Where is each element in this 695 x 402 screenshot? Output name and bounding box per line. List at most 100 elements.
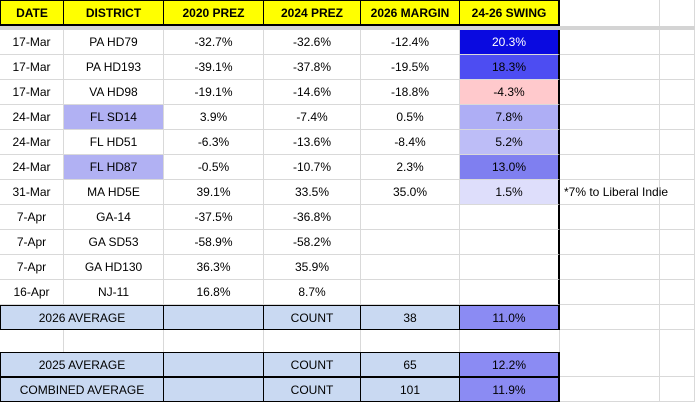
cell-empty[interactable] [560, 155, 660, 180]
cell-2024-prez[interactable]: -37.8% [264, 55, 361, 80]
cell-district[interactable]: FL SD14 [64, 105, 164, 130]
cell-2026-margin[interactable]: -18.8% [361, 80, 460, 105]
cell-district[interactable]: GA-14 [64, 205, 164, 230]
summary-swing-value[interactable]: 11.9% [460, 377, 560, 402]
summary-count-label[interactable]: COUNT [264, 377, 361, 402]
cell-empty[interactable] [660, 80, 695, 105]
cell-date[interactable]: 31-Mar [0, 180, 64, 205]
cell-empty[interactable] [660, 377, 695, 402]
cell-empty[interactable] [560, 130, 660, 155]
cell-24-26-swing[interactable]: -4.3% [460, 80, 560, 105]
cell-24-26-swing[interactable]: 7.8% [460, 105, 560, 130]
cell-empty[interactable] [560, 352, 660, 377]
cell-empty[interactable] [660, 105, 695, 130]
cell-2024-prez[interactable]: 33.5% [264, 180, 361, 205]
header-2026-margin[interactable]: 2026 MARGIN [361, 0, 460, 26]
summary-count-value[interactable]: 65 [361, 352, 460, 377]
cell-2026-margin[interactable]: 0.5% [361, 105, 460, 130]
cell-24-26-swing[interactable]: 13.0% [460, 155, 560, 180]
cell-empty[interactable] [560, 230, 660, 255]
cell-date[interactable]: 16-Apr [0, 280, 64, 305]
cell-empty[interactable] [660, 55, 695, 80]
summary-swing-value[interactable]: 12.2% [460, 352, 560, 377]
cell-district[interactable]: FL HD51 [64, 130, 164, 155]
cell-2020-prez[interactable]: 39.1% [164, 180, 264, 205]
cell-2020-prez[interactable]: -37.5% [164, 205, 264, 230]
cell-empty[interactable] [560, 280, 660, 305]
cell-district[interactable]: MA HD5E [64, 180, 164, 205]
cell-empty[interactable] [660, 352, 695, 377]
cell-district[interactable]: FL HD87 [64, 155, 164, 180]
cell-24-26-swing[interactable] [460, 280, 560, 305]
cell-2026-margin[interactable] [361, 255, 460, 280]
summary-count-value[interactable]: 101 [361, 377, 460, 402]
cell-district[interactable]: PA HD79 [64, 30, 164, 55]
cell-2026-margin[interactable]: -8.4% [361, 130, 460, 155]
cell-date[interactable]: 17-Mar [0, 80, 64, 105]
cell-empty[interactable] [264, 330, 361, 352]
summary-count-label[interactable]: COUNT [264, 352, 361, 377]
cell-24-26-swing[interactable] [460, 255, 560, 280]
cell-empty[interactable] [660, 155, 695, 180]
cell-2024-prez[interactable]: -13.6% [264, 130, 361, 155]
cell-empty[interactable] [660, 255, 695, 280]
cell-empty[interactable] [560, 255, 660, 280]
cell-2020-prez[interactable]: -19.1% [164, 80, 264, 105]
header-empty-cell[interactable] [560, 0, 660, 26]
cell-empty[interactable] [560, 105, 660, 130]
cell-2024-prez[interactable]: 8.7% [264, 280, 361, 305]
cell-date[interactable]: 7-Apr [0, 230, 64, 255]
cell-24-26-swing[interactable]: 1.5% [460, 180, 560, 205]
cell-2020-prez[interactable]: -32.7% [164, 30, 264, 55]
summary-empty[interactable] [164, 352, 264, 377]
cell-empty[interactable] [560, 377, 660, 402]
cell-district[interactable]: GA SD53 [64, 230, 164, 255]
cell-2024-prez[interactable]: -32.6% [264, 30, 361, 55]
header-empty-cell[interactable] [660, 0, 695, 26]
summary-empty[interactable] [164, 305, 264, 330]
cell-empty[interactable] [0, 330, 64, 352]
header-24-26-swing[interactable]: 24-26 SWING [460, 0, 560, 26]
summary-count-label[interactable]: COUNT [264, 305, 361, 330]
cell-empty[interactable] [560, 305, 660, 330]
cell-2026-margin[interactable]: -12.4% [361, 30, 460, 55]
cell-district[interactable]: NJ-11 [64, 280, 164, 305]
cell-2024-prez[interactable]: -14.6% [264, 80, 361, 105]
cell-2020-prez[interactable]: -0.5% [164, 155, 264, 180]
cell-date[interactable]: 17-Mar [0, 55, 64, 80]
header-2020-prez[interactable]: 2020 PREZ [164, 0, 264, 26]
summary-label[interactable]: 2025 AVERAGE [0, 352, 164, 377]
cell-date[interactable]: 7-Apr [0, 255, 64, 280]
header-date[interactable]: DATE [0, 0, 64, 26]
cell-empty[interactable] [660, 130, 695, 155]
cell-district[interactable]: VA HD98 [64, 80, 164, 105]
cell-2020-prez[interactable]: -39.1% [164, 55, 264, 80]
cell-2026-margin[interactable] [361, 205, 460, 230]
cell-24-26-swing[interactable] [460, 205, 560, 230]
cell-2024-prez[interactable]: -7.4% [264, 105, 361, 130]
cell-date[interactable]: 24-Mar [0, 105, 64, 130]
cell-2026-margin[interactable] [361, 280, 460, 305]
cell-2024-prez[interactable]: -36.8% [264, 205, 361, 230]
cell-2020-prez[interactable]: -6.3% [164, 130, 264, 155]
cell-date[interactable]: 7-Apr [0, 205, 64, 230]
cell-empty[interactable] [660, 180, 695, 205]
cell-empty[interactable] [361, 330, 460, 352]
cell-2024-prez[interactable]: -58.2% [264, 230, 361, 255]
cell-2024-prez[interactable]: -10.7% [264, 155, 361, 180]
cell-24-26-swing[interactable]: 20.3% [460, 30, 560, 55]
cell-empty[interactable] [560, 55, 660, 80]
header-2024-prez[interactable]: 2024 PREZ [264, 0, 361, 26]
summary-label[interactable]: COMBINED AVERAGE [0, 377, 164, 402]
cell-24-26-swing[interactable] [460, 230, 560, 255]
cell-24-26-swing[interactable]: 5.2% [460, 130, 560, 155]
cell-24-26-swing[interactable]: 18.3% [460, 55, 560, 80]
cell-2020-prez[interactable]: 3.9% [164, 105, 264, 130]
cell-empty[interactable] [560, 330, 660, 352]
cell-empty[interactable] [660, 30, 695, 55]
cell-empty[interactable] [164, 330, 264, 352]
cell-empty[interactable] [660, 330, 695, 352]
cell-empty[interactable] [560, 205, 660, 230]
summary-label[interactable]: 2026 AVERAGE [0, 305, 164, 330]
summary-count-value[interactable]: 38 [361, 305, 460, 330]
